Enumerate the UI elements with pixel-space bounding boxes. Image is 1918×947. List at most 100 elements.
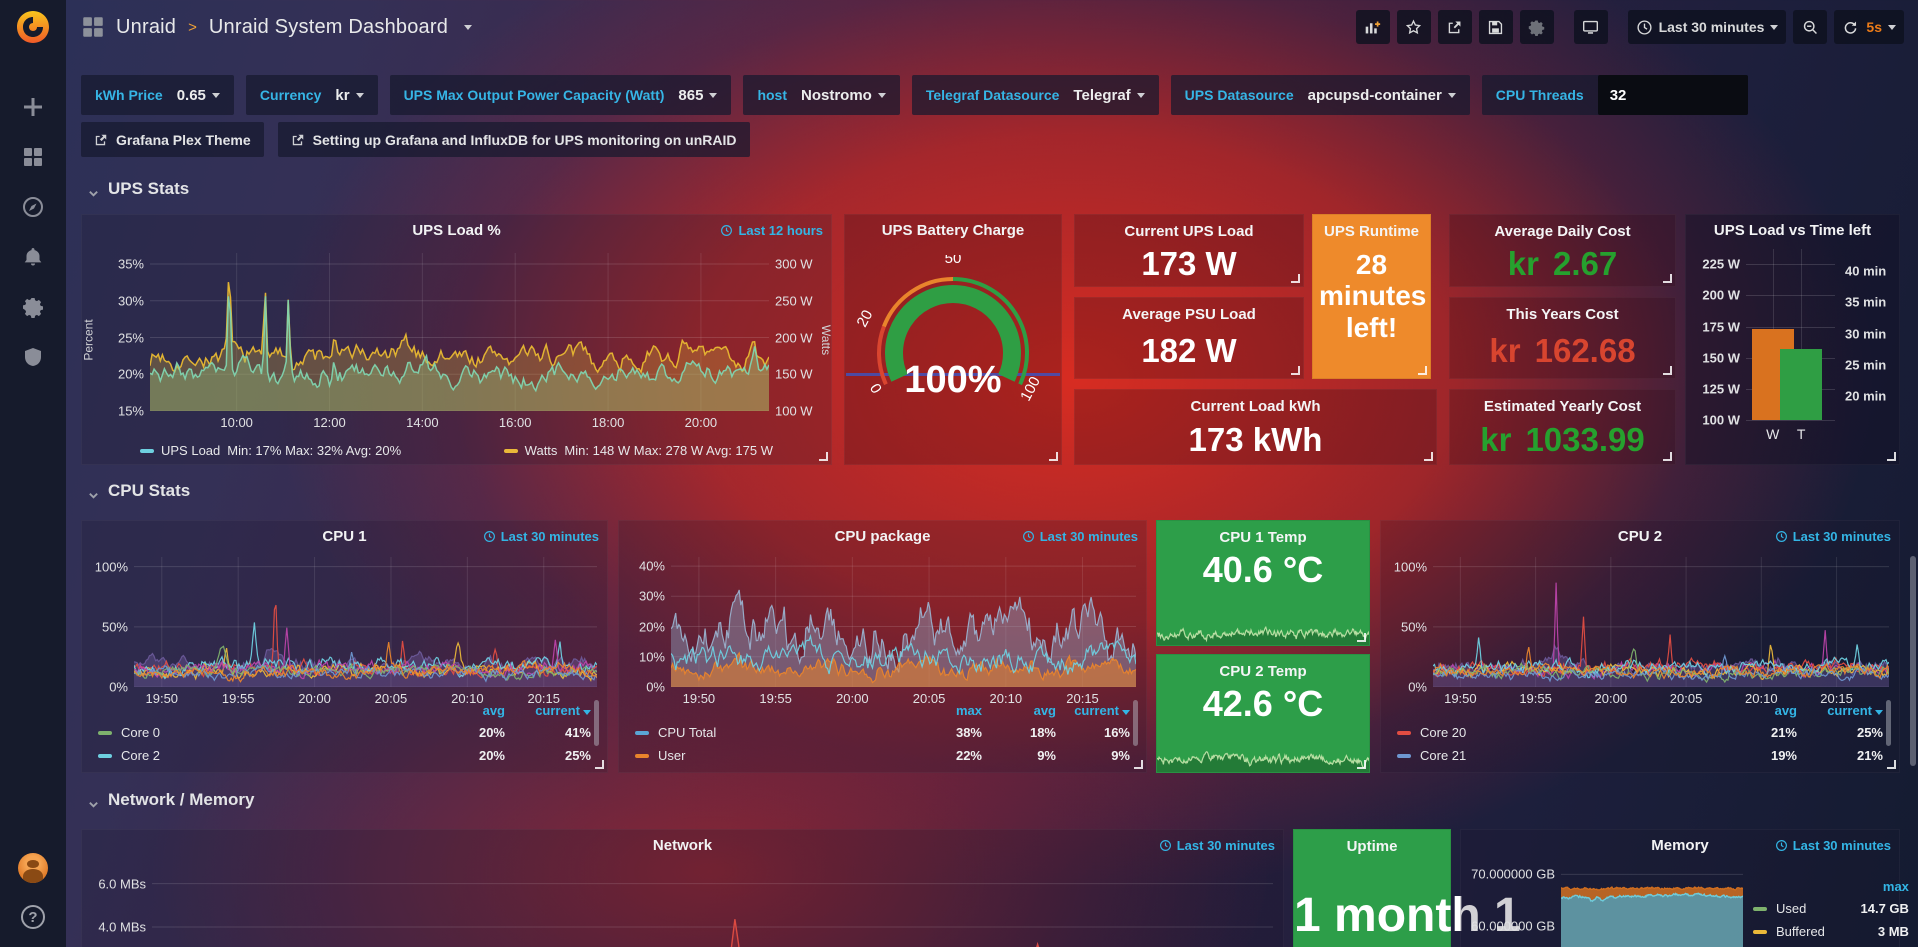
page-scrollbar[interactable] [1910,556,1916,766]
legend-series-toggle[interactable]: Buffered [1753,924,1825,939]
legend-item[interactable]: Watts Min: 148 W Max: 278 W Avg: 175 W [503,443,773,458]
cycle-view-button[interactable] [1573,10,1608,44]
stat-title[interactable]: CPU 1 Temp [1219,529,1307,546]
variable-value[interactable]: Nostromo [801,87,886,104]
star-button[interactable] [1396,10,1431,44]
stat-title[interactable]: CPU 2 Temp [1219,663,1307,680]
stat-title[interactable]: Average PSU Load [1122,306,1256,323]
explore-icon[interactable] [22,196,44,218]
help-icon[interactable]: ? [21,905,45,929]
bar-t[interactable]: T [1780,349,1823,442]
variable-cpu-threads[interactable]: CPU Threads 32 [1481,75,1748,115]
share-button[interactable] [1437,10,1472,44]
configuration-gear-icon[interactable] [22,296,44,318]
legend-scrollbar[interactable] [594,700,599,746]
panel-time-range[interactable]: Last 30 minutes [1022,529,1138,544]
panel-title[interactable]: CPU 1 [322,528,367,545]
cpu1-graph[interactable]: 19:50 19:55 20:00 20:05 20:10 20:15 [134,557,597,706]
dashboard-link-label: Grafana Plex Theme [116,131,251,148]
legend-sort-header-current[interactable]: current [1911,876,1918,897]
variable-currency[interactable]: Currency kr [245,75,378,115]
stat-title[interactable]: Current UPS Load [1124,223,1254,240]
variable-host[interactable]: host Nostromo [743,75,900,115]
stat-title[interactable]: UPS Runtime [1323,223,1419,240]
refresh-picker[interactable]: 5s [1834,10,1904,44]
legend-series-toggle[interactable]: User [635,748,910,763]
legend-sort-header-avg[interactable]: avg [1774,703,1797,718]
variable-input[interactable]: 32 [1597,75,1748,115]
legend-item[interactable]: UPS Load Min: 17% Max: 32% Avg: 20% [140,443,401,458]
external-link-icon [292,134,303,145]
dashboard-grid-icon[interactable] [80,14,106,40]
save-button[interactable] [1478,10,1513,44]
panel-time-range[interactable]: Last 30 minutes [1775,838,1891,853]
user-avatar[interactable] [18,853,48,883]
breadcrumb-root[interactable]: Unraid [116,15,177,38]
dashboards-icon[interactable] [22,146,44,168]
legend-series-toggle[interactable]: Used [1753,901,1825,916]
stat-value: 182 W [1141,332,1237,369]
dashboard-settings-button[interactable] [1519,10,1554,44]
legend-scrollbar[interactable] [1886,700,1891,746]
panel-time-range[interactable]: Last 30 minutes [1159,838,1275,853]
section-network-memory[interactable]: Network / Memory [88,790,254,810]
panel-title[interactable]: UPS Load % [412,222,501,239]
cpu2-graph[interactable]: 19:50 19:55 20:00 20:05 20:10 20:15 [1433,557,1889,706]
variable-value[interactable]: 865 [678,87,718,104]
variable-value[interactable]: Telegraf [1073,87,1145,104]
title-caret-icon[interactable] [464,24,473,30]
ups-bar-chart[interactable]: 225 W 200 W 175 W 150 W 125 W 100 W W T 40 min 35… [1694,249,1891,456]
stat-title[interactable]: Average Daily Cost [1494,223,1631,240]
cpu-package-graph[interactable]: 19:50 19:55 20:00 20:05 20:10 20:15 [671,557,1136,706]
legend-sort-header-current[interactable]: current [1058,700,1132,721]
panel-title[interactable]: CPU package [834,528,931,545]
alerting-bell-icon[interactable] [22,246,44,268]
shield-icon[interactable] [22,346,44,368]
variable-telegraf-datasource[interactable]: Telegraf Datasource Telegraf [911,75,1159,115]
stat-title[interactable]: Uptime [1346,838,1398,855]
panel-time-override[interactable]: Last 12 hours [720,223,823,238]
grafana-logo-icon[interactable] [13,8,53,48]
stat-title[interactable]: This Years Cost [1506,306,1619,323]
variable-value[interactable]: apcupsd-container [1308,87,1456,104]
create-plus-icon[interactable] [22,96,44,118]
time-range-picker[interactable]: Last 30 minutes [1627,10,1787,44]
zoom-out-button[interactable] [1793,10,1828,44]
variable-ups-datasource[interactable]: UPS Datasource apcupsd-container [1170,75,1470,115]
legend-sort-header-avg[interactable]: avg [1033,703,1056,718]
stat-title[interactable]: Current Load kWh [1190,398,1321,415]
panel-title[interactable]: Network [652,837,713,854]
variable-ups-max-output-power-capacity-watt-[interactable]: UPS Max Output Power Capacity (Watt) 865 [389,75,732,115]
legend-series-toggle[interactable]: Core 0 [98,725,421,740]
legend-stat-value: 16% [1103,725,1130,740]
dashboard-link[interactable]: Grafana Plex Theme [81,122,264,157]
stat-title[interactable]: Estimated Yearly Cost [1483,398,1642,415]
ups-load-graph[interactable]: 10:00 12:00 14:00 16:00 18:00 20:00 [150,253,769,430]
legend-series-toggle[interactable]: CPU Total [635,725,910,740]
panel-time-range[interactable]: Last 30 minutes [483,529,599,544]
legend-series-toggle[interactable]: Core 2 [98,748,421,763]
panel-title[interactable]: UPS Load vs Time left [1713,222,1872,239]
dashboard-link[interactable]: Setting up Grafana and InfluxDB for UPS … [277,122,750,157]
panel-time-range[interactable]: Last 30 minutes [1775,529,1891,544]
variable-kwh-price[interactable]: kWh Price 0.65 [81,75,234,115]
legend-series-toggle[interactable]: Core 20 [1397,725,1713,740]
variable-value[interactable]: 0.65 [177,87,220,104]
panel-title[interactable]: Memory [1651,837,1709,854]
dashboard-title[interactable]: Unraid System Dashboard [208,15,449,38]
section-cpu-stats[interactable]: CPU Stats [88,481,190,501]
memory-graph[interactable] [1561,864,1743,947]
legend-sort-header-max[interactable]: max [1882,879,1909,894]
legend-sort-header-current[interactable]: current [507,700,593,721]
panel-title[interactable]: CPU 2 [1617,528,1663,545]
legend-sort-header-current[interactable]: current [1799,700,1885,721]
legend-scrollbar[interactable] [1133,700,1138,746]
add-panel-button[interactable] [1355,10,1390,44]
legend-sort-header-max[interactable]: max [955,703,982,718]
variable-value[interactable]: kr [335,87,364,104]
legend-sort-header-avg[interactable]: avg [482,703,505,718]
section-ups-stats[interactable]: UPS Stats [88,179,189,199]
legend-series-toggle[interactable]: Core 21 [1397,748,1713,763]
network-graph[interactable] [152,864,1273,947]
panel-title[interactable]: UPS Battery Charge [881,222,1025,239]
